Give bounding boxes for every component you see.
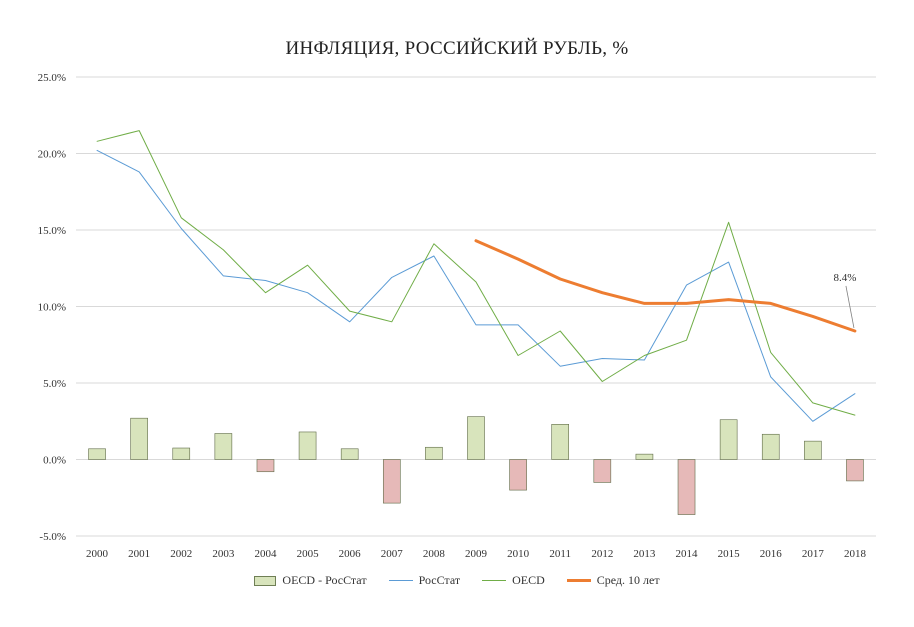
legend-swatch-oecd (482, 580, 507, 581)
legend-item-bar: OECD - РосСтат (254, 573, 367, 588)
y-tick-label: 0.0% (43, 455, 66, 467)
bar (467, 416, 485, 460)
bar (214, 433, 233, 460)
x-tick-label: 2011 (549, 548, 571, 560)
y-tick-label: 10.0% (38, 302, 66, 314)
legend-item-rosstat: РосСтат (388, 573, 461, 588)
annotation-leader (845, 285, 855, 329)
legend-label-rosstat: РосСтат (418, 573, 461, 587)
legend-label-avg: Сред. 10 лет (596, 573, 660, 587)
y-tick-label: 20.0% (38, 149, 66, 161)
y-tick-label: 5.0% (43, 378, 66, 390)
x-tick-label: 2014 (676, 548, 699, 560)
x-tick-label: 2018 (844, 548, 867, 560)
x-tick-label: 2017 (802, 548, 825, 560)
chart-title: ИНФЛЯЦИЯ, РОССИЙСКИЙ РУБЛЬ, % (285, 38, 629, 59)
x-tick-label: 2013 (633, 548, 656, 560)
x-tick-label: 2007 (381, 548, 404, 560)
bar (719, 419, 738, 460)
bar (509, 459, 527, 491)
legend-label-oecd: OECD (512, 573, 545, 587)
bar (761, 433, 780, 460)
legend-swatch-avg (566, 579, 591, 582)
bar (298, 431, 317, 460)
y-tick-label: 25.0% (38, 72, 66, 84)
legend-item-avg: Сред. 10 лет (566, 573, 660, 588)
bar (593, 459, 612, 483)
x-tick-label: 2015 (718, 548, 741, 560)
x-tick-label: 2000 (86, 548, 109, 560)
x-tick-label: 2003 (212, 548, 235, 560)
line-oecd (96, 130, 856, 416)
line-rosstat (96, 149, 856, 422)
bar (551, 424, 570, 460)
x-tick-label: 2009 (465, 548, 488, 560)
bar (130, 417, 148, 460)
legend-label-bar: OECD - РосСтат (282, 573, 367, 587)
legend-item-oecd: OECD (482, 573, 545, 588)
x-tick-label: 2006 (339, 548, 362, 560)
bar (804, 440, 822, 460)
x-tick-label: 2016 (760, 548, 783, 560)
bar (846, 459, 864, 482)
legend-swatch-bar (254, 575, 277, 586)
bar (382, 459, 401, 504)
x-tick-label: 2008 (423, 548, 446, 560)
bar (172, 447, 191, 460)
annotation-label: 8.4% (833, 272, 856, 284)
x-tick-label: 2002 (170, 548, 192, 560)
bar (88, 448, 106, 460)
bar (677, 459, 696, 515)
bar (635, 453, 654, 460)
y-tick-label: -5.0% (39, 531, 66, 543)
chart-legend: OECD - РосСтат РосСтат OECD Сред. 10 лет (0, 573, 914, 588)
y-tick-label: 15.0% (38, 225, 66, 237)
x-tick-label: 2004 (254, 548, 277, 560)
legend-swatch-rosstat (388, 580, 413, 581)
x-tick-label: 2001 (128, 548, 150, 560)
x-tick-label: 2010 (507, 548, 530, 560)
bar (256, 459, 275, 473)
bar (340, 448, 359, 460)
x-tick-label: 2012 (591, 548, 613, 560)
bar (425, 446, 443, 460)
line-avg (474, 239, 857, 333)
x-tick-label: 2005 (297, 548, 320, 560)
